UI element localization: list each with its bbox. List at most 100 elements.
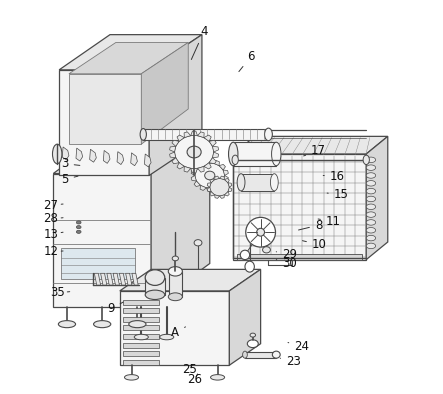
Text: 16: 16 bbox=[323, 170, 345, 183]
Ellipse shape bbox=[256, 228, 264, 236]
Polygon shape bbox=[103, 151, 110, 164]
Polygon shape bbox=[107, 273, 113, 285]
Polygon shape bbox=[76, 148, 82, 161]
Polygon shape bbox=[225, 191, 229, 196]
Ellipse shape bbox=[168, 267, 183, 276]
Polygon shape bbox=[191, 168, 198, 173]
Polygon shape bbox=[213, 152, 219, 158]
Polygon shape bbox=[206, 188, 213, 191]
Text: 26: 26 bbox=[187, 373, 202, 386]
Ellipse shape bbox=[366, 204, 376, 210]
Ellipse shape bbox=[245, 261, 254, 272]
Text: 17: 17 bbox=[303, 144, 326, 157]
Polygon shape bbox=[207, 187, 211, 191]
Polygon shape bbox=[69, 74, 141, 144]
Polygon shape bbox=[209, 158, 216, 164]
Polygon shape bbox=[220, 176, 225, 180]
Ellipse shape bbox=[134, 335, 148, 340]
Ellipse shape bbox=[264, 128, 272, 141]
Text: 8: 8 bbox=[299, 219, 322, 232]
Ellipse shape bbox=[237, 174, 245, 191]
Ellipse shape bbox=[195, 163, 225, 188]
Polygon shape bbox=[53, 173, 151, 307]
Polygon shape bbox=[194, 181, 201, 186]
Polygon shape bbox=[210, 191, 215, 196]
Polygon shape bbox=[206, 160, 213, 163]
Ellipse shape bbox=[366, 235, 376, 241]
Polygon shape bbox=[170, 146, 176, 152]
Ellipse shape bbox=[247, 340, 258, 348]
Text: 3: 3 bbox=[61, 157, 80, 170]
Polygon shape bbox=[228, 187, 232, 191]
Polygon shape bbox=[191, 175, 196, 181]
Polygon shape bbox=[59, 70, 149, 175]
Ellipse shape bbox=[168, 293, 183, 301]
Text: 13: 13 bbox=[43, 228, 63, 241]
Polygon shape bbox=[229, 269, 260, 365]
Ellipse shape bbox=[366, 165, 376, 170]
Polygon shape bbox=[69, 43, 188, 74]
Ellipse shape bbox=[366, 196, 376, 202]
Polygon shape bbox=[215, 176, 220, 180]
Text: 28: 28 bbox=[43, 212, 63, 225]
Text: 29: 29 bbox=[276, 248, 297, 261]
Polygon shape bbox=[184, 166, 191, 172]
Ellipse shape bbox=[210, 375, 225, 380]
Text: 30: 30 bbox=[276, 257, 297, 270]
Ellipse shape bbox=[270, 174, 278, 191]
Ellipse shape bbox=[52, 144, 62, 164]
Ellipse shape bbox=[58, 321, 76, 328]
Polygon shape bbox=[213, 146, 219, 152]
Polygon shape bbox=[225, 178, 229, 183]
Polygon shape bbox=[213, 185, 219, 190]
Ellipse shape bbox=[76, 221, 81, 224]
Ellipse shape bbox=[145, 290, 165, 299]
Polygon shape bbox=[113, 273, 120, 285]
Polygon shape bbox=[144, 154, 151, 167]
Polygon shape bbox=[210, 178, 215, 183]
Polygon shape bbox=[94, 273, 101, 285]
Ellipse shape bbox=[366, 243, 376, 249]
Polygon shape bbox=[233, 142, 276, 166]
Polygon shape bbox=[123, 317, 159, 322]
Polygon shape bbox=[172, 140, 179, 146]
Ellipse shape bbox=[250, 333, 256, 337]
Polygon shape bbox=[184, 132, 191, 138]
Ellipse shape bbox=[140, 128, 146, 140]
Text: 9: 9 bbox=[107, 302, 123, 315]
Ellipse shape bbox=[187, 146, 201, 158]
Polygon shape bbox=[59, 35, 202, 70]
Ellipse shape bbox=[366, 227, 376, 233]
Polygon shape bbox=[120, 273, 126, 285]
Polygon shape bbox=[219, 164, 225, 170]
Ellipse shape bbox=[229, 142, 238, 166]
Polygon shape bbox=[123, 334, 159, 339]
Polygon shape bbox=[245, 351, 276, 358]
Polygon shape bbox=[207, 183, 211, 187]
Polygon shape bbox=[233, 136, 388, 154]
Polygon shape bbox=[123, 360, 159, 365]
Ellipse shape bbox=[366, 220, 376, 225]
Polygon shape bbox=[219, 181, 225, 186]
Ellipse shape bbox=[194, 240, 202, 246]
Polygon shape bbox=[145, 278, 165, 295]
Polygon shape bbox=[228, 183, 232, 187]
Polygon shape bbox=[177, 135, 184, 141]
Polygon shape bbox=[89, 149, 96, 162]
Polygon shape bbox=[151, 130, 210, 307]
Ellipse shape bbox=[246, 217, 276, 247]
Polygon shape bbox=[215, 195, 220, 198]
Ellipse shape bbox=[272, 351, 280, 358]
Ellipse shape bbox=[243, 351, 247, 358]
Polygon shape bbox=[191, 170, 196, 175]
Polygon shape bbox=[123, 299, 159, 305]
Ellipse shape bbox=[172, 256, 179, 261]
Text: 25: 25 bbox=[182, 363, 197, 376]
Polygon shape bbox=[53, 130, 210, 173]
Ellipse shape bbox=[363, 155, 369, 165]
Ellipse shape bbox=[76, 225, 81, 229]
Polygon shape bbox=[123, 342, 159, 348]
Polygon shape bbox=[233, 154, 366, 260]
Polygon shape bbox=[169, 271, 183, 297]
Polygon shape bbox=[120, 291, 229, 365]
